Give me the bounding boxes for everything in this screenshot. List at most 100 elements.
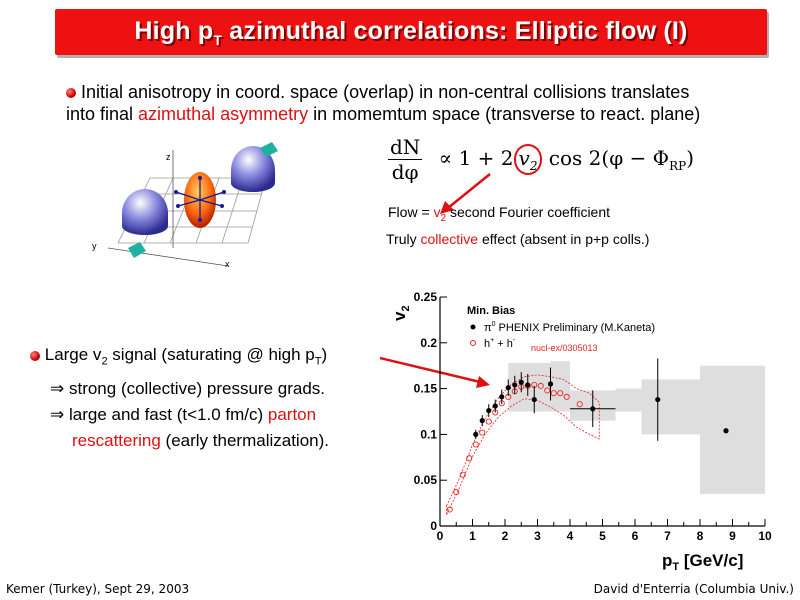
bullet-icon (66, 88, 76, 99)
legend-h-b: + h (494, 338, 513, 350)
pi0-point (512, 382, 518, 388)
x-tick-label: 6 (632, 529, 639, 543)
x-tick-label: 7 (664, 529, 671, 543)
flow-note-sub: 2 (440, 212, 447, 224)
formula-close: ) (686, 146, 694, 170)
chart-legend: Min. Bias π0 PHENIX Preliminary (M.Kanet… (467, 305, 655, 353)
pi0-point (590, 406, 596, 412)
pi0-point (525, 382, 531, 388)
x-axis (107, 247, 229, 267)
coll-note-a: Truly (386, 231, 421, 247)
hadron-point (537, 382, 544, 389)
pressure-line: ⇒ strong (collective) pressure grads. (50, 379, 326, 398)
y-tick-label: 0.05 (414, 473, 438, 487)
collision-diagram: z x y (92, 142, 278, 269)
formula-rp: RP (669, 159, 687, 173)
coll-note-red: collective (420, 231, 479, 247)
flow-note: Flow = v2 second Fourier coefficient (388, 204, 610, 224)
y-tick-label: 0 (430, 519, 437, 533)
pi0-point (531, 396, 537, 403)
formula-v-sub: 2 (529, 159, 538, 173)
x-tick-label: 3 (534, 529, 541, 543)
formula-denominator: dφ (391, 160, 419, 184)
x-tick-label: 1 (469, 529, 476, 543)
title-bar: High pT azimuthal correlations: Elliptic… (55, 9, 767, 55)
sig1-a: Large v (44, 345, 102, 364)
footer-author: David d'Enterria (Columbia Univ.) (593, 582, 794, 596)
x-tick-label: 8 (697, 529, 704, 543)
legend-pi0-b: PHENIX Preliminary (M.Kaneta) (496, 322, 656, 334)
formula-rhs-b: cos 2(φ − Φ (542, 146, 670, 170)
coll-note-b: effect (absent in p+p colls.) (478, 231, 650, 247)
sig1-sub: 2 (101, 355, 108, 368)
y-axis-label: v2 (390, 305, 412, 321)
hadron-point (485, 418, 492, 425)
pi0-point (486, 407, 492, 414)
sig4-red: rescattering (72, 431, 161, 450)
pi0-point (723, 428, 729, 434)
pi0-point (492, 403, 498, 409)
signal-bullet: Large v2 signal (saturating @ high pT) (30, 345, 327, 367)
flow-note-b: second Fourier coefficient (446, 204, 611, 220)
bullet-icon (30, 350, 40, 361)
chart-points (446, 358, 729, 513)
formula-rhs: ∝ 1 + 2 v2 cos 2(φ − ΦRP) (439, 144, 694, 175)
formula-fraction: dN dφ (388, 135, 423, 184)
legend-h-sup2: - (513, 337, 516, 344)
formula-numerator: dN (388, 135, 423, 160)
parton-line: ⇒ large and fast (t<1.0 fm/c) parton (50, 405, 316, 425)
x-tick-label: 0 (437, 529, 444, 543)
pi0-point (499, 394, 505, 400)
flow-formula: dN dφ ∝ 1 + 2 v2 cos 2(φ − ΦRP) (388, 135, 694, 184)
chart-axes: 0 1 2 3 4 5 6 7 8 9 10 0 0.05 0.1 0.15 0.2 0.25 (414, 290, 772, 543)
x-tick-label: 2 (502, 529, 509, 543)
hadron-point (557, 390, 564, 397)
legend-pi0-a: π (484, 322, 492, 334)
legend-h-sup1: + (490, 337, 494, 344)
x-tick-label: 10 (758, 529, 772, 543)
sig1-b: signal (saturating @ high p (107, 345, 315, 364)
x-label-rest: [GeV/c] (679, 551, 743, 570)
title-subscript: T (213, 32, 223, 48)
y-label: y (92, 241, 97, 251)
pi0-point (505, 385, 511, 391)
v2-chart: 0 1 2 3 4 5 6 7 8 9 10 0 0.05 0.1 0.15 0.2 0.25 Min. Bia… (390, 290, 772, 573)
x-label-sub: T (672, 561, 679, 573)
y-tick-label: 0.1 (420, 427, 437, 441)
pi0-point (655, 396, 661, 403)
syst-band (700, 365, 765, 494)
flow-note-v: v (433, 204, 441, 220)
legend-pi0-sup: 0 (492, 321, 496, 328)
y-tick-label: 0.25 (414, 290, 438, 304)
sig1-sub2: T (314, 355, 322, 368)
formula-v2-highlight: v2 (513, 144, 543, 175)
hadron-point (563, 393, 570, 400)
legend-header: Min. Bias (467, 305, 515, 317)
syst-band (550, 361, 570, 412)
rescattering-line: rescattering (early thermalization). (72, 431, 329, 451)
intro-line-1: Initial anisotropy in coord. space (over… (81, 82, 690, 102)
hadron-point (459, 471, 466, 478)
pi0-point (479, 418, 485, 424)
systematic-bands (508, 361, 765, 494)
v2-pointer-arrow (440, 173, 491, 214)
collective-note: Truly collective effect (absent in p+p c… (386, 231, 649, 247)
x-label: x (225, 259, 230, 269)
hadron-point (472, 441, 479, 448)
sig4-b: (early thermalization). (160, 431, 329, 450)
hadron-band (446, 374, 600, 516)
intro-line-2: into final azimuthal asymmetry in momemt… (66, 104, 700, 125)
pi0-point (518, 379, 524, 385)
x-axis-label: pT [GeV/c] (662, 551, 743, 573)
sig3-red: parton (267, 405, 317, 424)
z-label: z (166, 152, 171, 162)
pi0-point (547, 381, 554, 387)
legend-reference: nucl-ex/0305013 (531, 343, 598, 353)
hadron-point (466, 455, 473, 462)
nucleus-left (122, 189, 168, 258)
x-tick-label: 5 (599, 529, 606, 543)
hadron-point (576, 401, 583, 408)
x-tick-label: 4 (567, 529, 574, 543)
flow-note-a: Flow = (388, 204, 434, 220)
legend-pi0: π0 PHENIX Preliminary (M.Kaneta) (484, 321, 655, 334)
